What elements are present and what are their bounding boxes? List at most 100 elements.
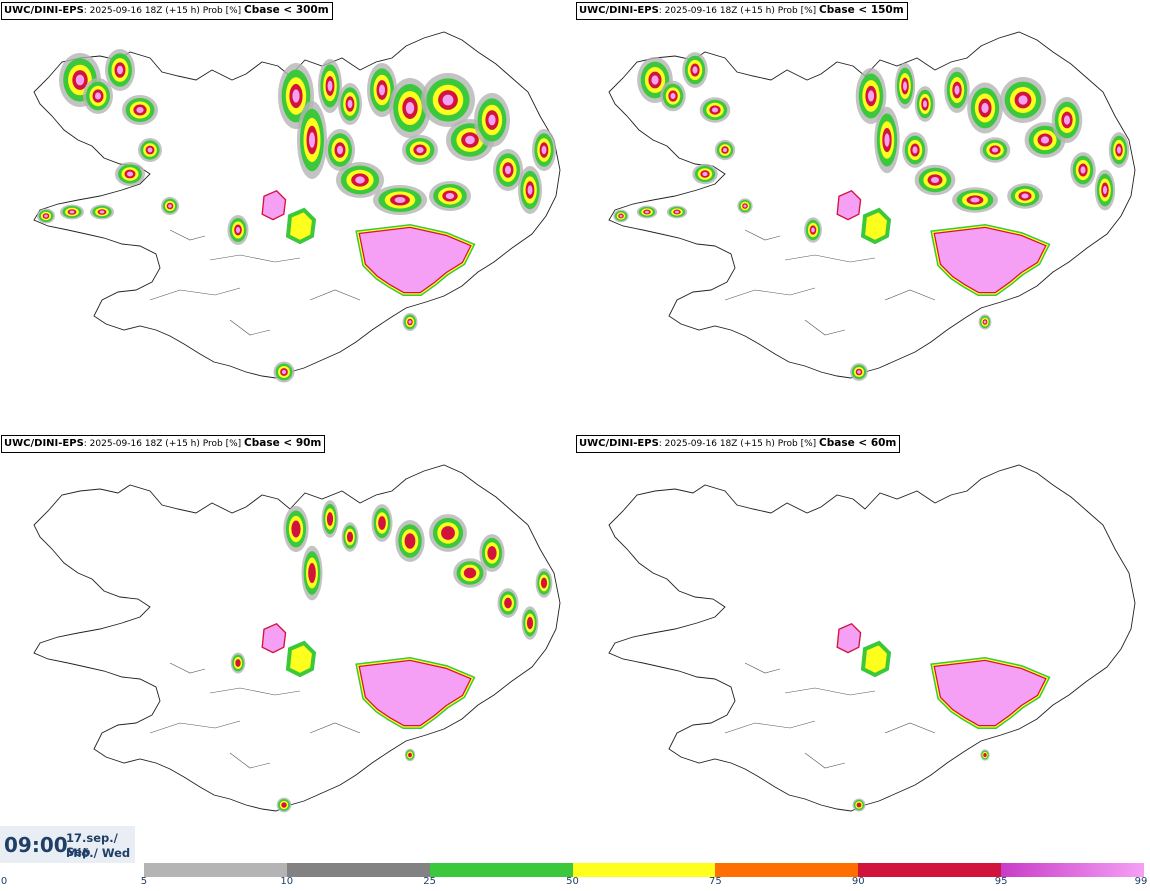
run-info: : 2025-09-16 18Z (+15 h) Prob [%]: [84, 439, 244, 449]
panel-title: UWC/DINI-EPS: 2025-09-16 18Z (+15 h) Pro…: [1, 435, 325, 453]
probability-area: [138, 138, 162, 162]
probability-area: [297, 101, 327, 179]
probability-area: [532, 129, 556, 171]
probability-area: [979, 314, 992, 329]
probability-area: [325, 129, 355, 171]
coastline: [609, 465, 1135, 811]
iceland-probability-map: [575, 433, 1150, 871]
probability-area: [915, 86, 935, 122]
probability-area: [60, 205, 84, 220]
probability-area: [522, 606, 539, 640]
valid-weekday: Mið./ Wed: [66, 846, 130, 860]
model-name: UWC/DINI-EPS: [4, 5, 84, 16]
probability-area: [115, 162, 145, 186]
probability-area: [405, 749, 416, 762]
probability-area: [852, 798, 865, 811]
threshold-label: Cbase < 150m: [819, 4, 904, 16]
probability-area: [342, 522, 359, 551]
iceland-probability-map: [575, 0, 1150, 438]
panel-title: UWC/DINI-EPS: 2025-09-16 18Z (+15 h) Pro…: [1, 2, 333, 20]
valid-time: 09:00: [4, 833, 68, 857]
probability-area: [1000, 77, 1046, 123]
map-panel-60m: UWC/DINI-EPS: 2025-09-16 18Z (+15 h) Pro…: [575, 433, 1150, 871]
probability-area: [429, 181, 471, 211]
colorbar-segment: [573, 863, 716, 877]
probability-area: [895, 63, 915, 109]
colorbar-segment: [287, 863, 430, 877]
colorbar-tick-label: 95: [995, 876, 1008, 887]
probability-area: [518, 166, 542, 214]
colorbar-segment: [715, 863, 858, 877]
probability-area: [637, 206, 657, 219]
probability-area: [700, 97, 731, 123]
probability-area: [613, 210, 628, 223]
panel-title: UWC/DINI-EPS: 2025-09-16 18Z (+15 h) Pro…: [576, 2, 908, 20]
threshold-label: Cbase < 60m: [819, 437, 896, 449]
probability-area: [231, 653, 246, 674]
probability-area: [915, 165, 956, 196]
probability-area: [667, 206, 687, 219]
colorbar-tick-label: 5: [141, 876, 147, 887]
probability-area: [37, 209, 55, 224]
probability-area: [660, 81, 686, 112]
colorbar-tick-label: 75: [709, 876, 722, 887]
probability-area: [421, 73, 475, 127]
colorbar-tick-label: 90: [852, 876, 865, 887]
valid-time-box: 09:00 17.sep./ Sep Mið./ Wed: [0, 826, 135, 863]
map-panel-90m: UWC/DINI-EPS: 2025-09-16 18Z (+15 h) Pro…: [0, 433, 575, 871]
colorbar-tick-label: 25: [423, 876, 436, 887]
threshold-label: Cbase < 90m: [244, 437, 321, 449]
probability-area: [395, 520, 424, 562]
probability-area: [536, 568, 553, 597]
probability-area: [902, 132, 928, 168]
colorbar-segment: [144, 863, 287, 877]
probability-area: [373, 185, 427, 215]
model-name: UWC/DINI-EPS: [579, 438, 659, 449]
probability-area: [1109, 132, 1129, 168]
colorbar-segment: [1, 863, 144, 877]
model-name: UWC/DINI-EPS: [4, 438, 84, 449]
probability-area: [682, 52, 708, 88]
probability-area: [322, 500, 339, 538]
probability-area: [967, 83, 1003, 134]
threshold-label: Cbase < 300m: [244, 4, 329, 16]
probability-area: [283, 506, 308, 552]
probability-area: [228, 215, 249, 245]
probability-area: [737, 198, 752, 213]
probability-area: [105, 49, 135, 91]
probability-area: [474, 93, 510, 147]
iceland-probability-map: [0, 433, 575, 871]
probability-area: [850, 363, 868, 381]
iceland-probability-map: [0, 0, 575, 438]
colorbar-tick-label: 0: [1, 876, 7, 887]
probability-area: [980, 749, 989, 760]
probability-area: [402, 135, 438, 165]
colorbar-tick-label: 50: [566, 876, 579, 887]
colorbar-tick-label: 99: [1135, 876, 1148, 887]
probability-area: [338, 83, 362, 125]
probability-area: [1095, 170, 1115, 211]
probability-area: [498, 588, 519, 617]
probability-area: [874, 107, 900, 173]
probability-area: [1007, 183, 1043, 209]
probability-area: [372, 504, 393, 542]
probability-area: [277, 798, 292, 813]
probability-area: [715, 140, 735, 160]
map-panel-300m: UWC/DINI-EPS: 2025-09-16 18Z (+15 h) Pro…: [0, 0, 575, 438]
probability-area: [302, 546, 323, 601]
run-info: : 2025-09-16 18Z (+15 h) Prob [%]: [659, 439, 819, 449]
panel-title: UWC/DINI-EPS: 2025-09-16 18Z (+15 h) Pro…: [576, 435, 900, 453]
probability-area: [403, 313, 418, 331]
model-name: UWC/DINI-EPS: [579, 5, 659, 16]
probability-area: [952, 187, 998, 213]
probability-area: [90, 205, 114, 220]
map-panel-150m: UWC/DINI-EPS: 2025-09-16 18Z (+15 h) Pro…: [575, 0, 1150, 438]
probability-area: [479, 534, 504, 572]
probability-area: [944, 67, 970, 113]
probability-area: [161, 197, 179, 215]
colorbar-segment: [858, 863, 1001, 877]
probability-area: [122, 95, 158, 125]
run-info: : 2025-09-16 18Z (+15 h) Prob [%]: [84, 6, 244, 16]
probability-area: [692, 164, 718, 184]
probability-area: [1070, 152, 1096, 188]
